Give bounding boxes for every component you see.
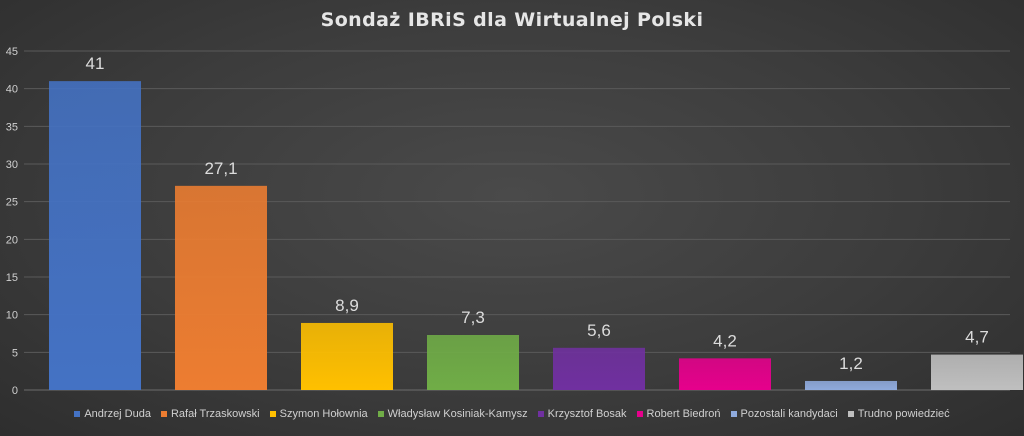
- data-labels: 41 27,1 8,9 7,3 5,6 4,2 1,2 4,7: [86, 54, 989, 373]
- data-label: 5,6: [587, 321, 611, 340]
- bar-rafa-trzaskowski: [175, 185, 267, 390]
- y-tick-label: 5: [12, 347, 18, 359]
- legend-item: Szymon Hołownia: [269, 408, 368, 420]
- bar-robert-biedro-: [679, 358, 771, 390]
- y-tick-label: 10: [6, 310, 18, 322]
- legend-label: Krzysztof Bosak: [547, 408, 627, 420]
- y-tick-label: 45: [6, 46, 18, 58]
- legend-label: Trudno powiedzieć: [857, 408, 950, 420]
- y-tick-label: 20: [6, 234, 18, 246]
- legend-item: Krzysztof Bosak: [537, 408, 627, 420]
- legend-item: Andrzej Duda: [74, 408, 151, 420]
- legend-item: Pozostali kandydaci: [730, 408, 838, 420]
- bar-trudno-powiedzie-: [931, 354, 1023, 390]
- legend-item: Trudno powiedzieć: [847, 408, 950, 420]
- chart-title: Sondaż IBRiS dla Wirtualnej Polski: [320, 9, 704, 31]
- data-label: 4,7: [965, 328, 989, 347]
- legend-swatch: [377, 411, 384, 417]
- bar-andrzej-duda: [49, 81, 141, 390]
- legend-label: Andrzej Duda: [84, 408, 151, 420]
- legend-swatch: [269, 411, 276, 417]
- data-label: 27,1: [204, 159, 237, 178]
- legend-item: Rafał Trzaskowski: [160, 408, 260, 420]
- data-label: 8,9: [335, 296, 359, 315]
- legend-swatch: [847, 411, 854, 417]
- data-label: 7,3: [461, 308, 485, 327]
- bar-szymon-ho-ownia: [301, 322, 393, 390]
- bar-w-adys-aw-kosiniak-kamysz: [427, 335, 519, 390]
- y-tick-label: 15: [6, 272, 18, 284]
- bars: [49, 81, 1023, 390]
- legend-swatch: [160, 411, 167, 417]
- y-tick-label: 30: [6, 159, 18, 171]
- legend-label: Robert Biedroń: [646, 408, 721, 420]
- legend-swatch: [636, 411, 643, 417]
- legend-swatch: [730, 411, 737, 417]
- legend-item: Władysław Kosiniak-Kamysz: [377, 408, 528, 420]
- y-tick-label: 40: [6, 84, 18, 96]
- y-tick-label: 25: [6, 197, 18, 209]
- legend-swatch: [537, 411, 544, 417]
- legend-item: Robert Biedroń: [636, 408, 721, 420]
- legend-label: Pozostali kandydaci: [740, 408, 838, 420]
- y-tick-label: 0: [12, 385, 18, 397]
- bar-krzysztof-bosak: [553, 347, 645, 390]
- legend-swatch: [74, 411, 81, 417]
- bar-pozostali-kandydaci: [805, 380, 897, 390]
- legend: Andrzej Duda Rafał Trzaskowski Szymon Hoło…: [0, 408, 1024, 420]
- legend-label: Rafał Trzaskowski: [170, 408, 260, 420]
- y-tick-label: 35: [6, 121, 18, 133]
- data-label: 4,2: [713, 331, 737, 350]
- data-label: 41: [86, 54, 105, 73]
- data-label: 1,2: [839, 354, 863, 373]
- legend-label: Szymon Hołownia: [279, 408, 368, 420]
- legend-label: Władysław Kosiniak-Kamysz: [387, 408, 528, 420]
- y-axis-ticks: 0 5 10 15 20 25 30 35 40 45: [6, 46, 18, 397]
